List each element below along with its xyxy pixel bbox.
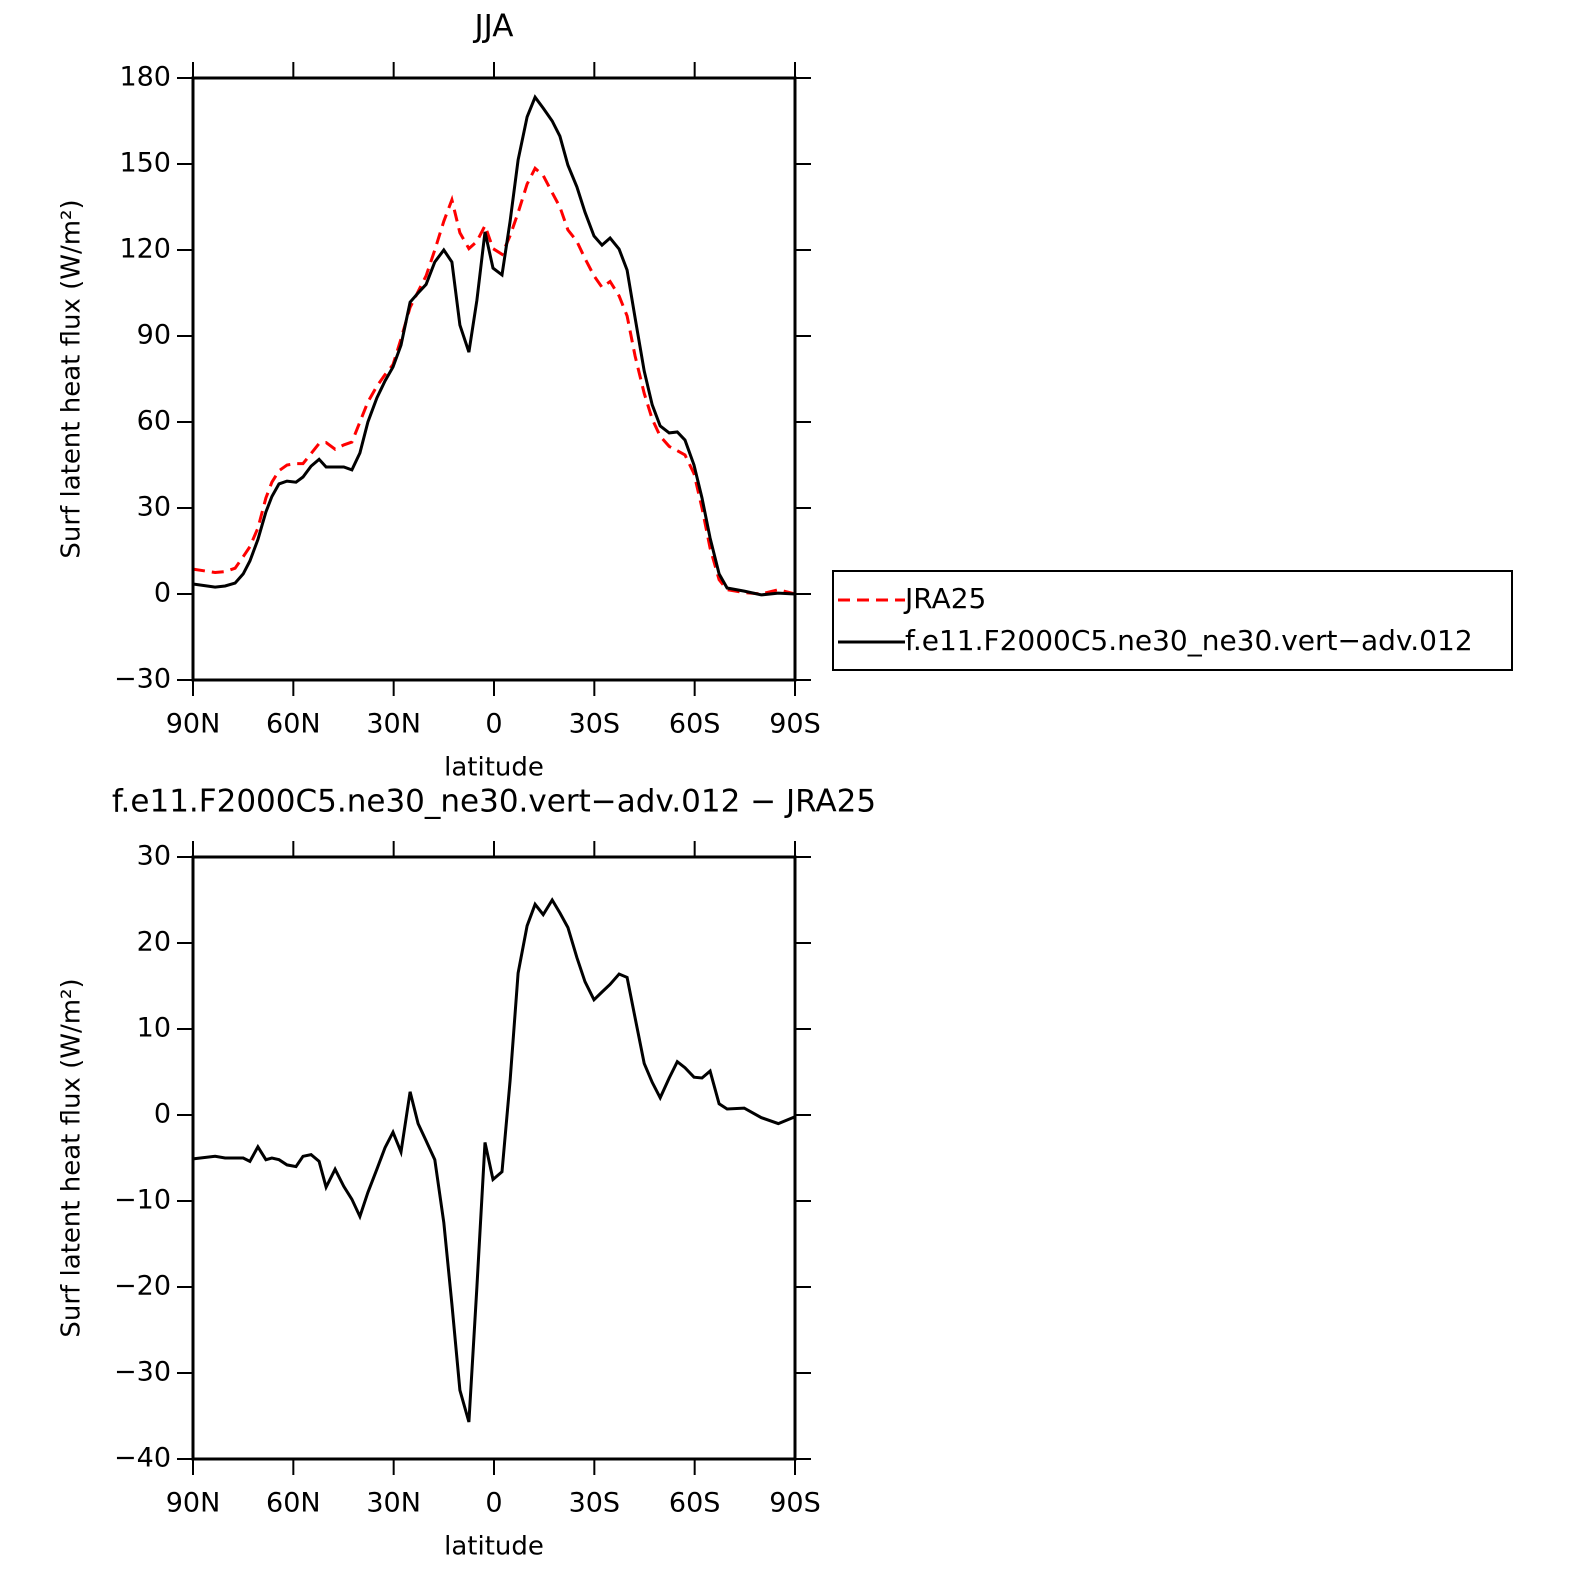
y-tick-label: 10 <box>137 1013 171 1044</box>
y-tick-label: 0 <box>154 578 171 609</box>
y-tick-label: 30 <box>137 841 171 872</box>
legend-label: JRA25 <box>903 582 986 615</box>
y-axis-label: Surf latent heat flux (W/m²) <box>57 978 87 1337</box>
x-tick-label: 30N <box>366 1488 421 1519</box>
x-tick-label: 0 <box>485 709 502 740</box>
x-tick-label: 60N <box>266 709 321 740</box>
x-tick-label: 30S <box>569 1488 621 1519</box>
y-tick-label: −20 <box>114 1271 171 1302</box>
x-tick-label: 90S <box>769 709 821 740</box>
y-tick-label: −30 <box>114 664 171 695</box>
x-tick-label: 0 <box>485 1488 502 1519</box>
y-axis-label: Surf latent heat flux (W/m²) <box>57 199 87 558</box>
x-tick-label: 30S <box>569 709 621 740</box>
x-tick-label: 30N <box>366 709 421 740</box>
x-axis-label: latitude <box>444 753 544 783</box>
x-axis-label: latitude <box>444 1532 544 1562</box>
y-tick-label: −10 <box>114 1185 171 1216</box>
y-tick-label: 60 <box>137 406 171 437</box>
x-tick-label: 90S <box>769 1488 821 1519</box>
y-tick-label: 180 <box>119 62 171 93</box>
y-tick-label: 0 <box>154 1099 171 1130</box>
y-tick-label: −30 <box>114 1357 171 1388</box>
x-tick-label: 90N <box>166 1488 221 1519</box>
y-tick-label: 120 <box>119 234 171 265</box>
y-tick-label: 20 <box>137 927 171 958</box>
y-tick-label: 150 <box>119 148 171 179</box>
plot-frame <box>191 76 797 682</box>
x-tick-label: 90N <box>166 709 221 740</box>
y-tick-label: 30 <box>137 492 171 523</box>
legend-label: f.e11.F2000C5.ne30_ne30.vert−adv.012 <box>905 624 1473 657</box>
x-tick-label: 60S <box>669 709 721 740</box>
data-line <box>192 897 796 1423</box>
legend-box <box>832 570 1513 671</box>
data-line <box>192 94 796 597</box>
x-tick-label: 60N <box>266 1488 321 1519</box>
data-line <box>192 165 796 596</box>
chart-title: f.e11.F2000C5.ne30_ne30.vert−adv.012 − J… <box>112 784 876 820</box>
x-tick-label: 60S <box>669 1488 721 1519</box>
y-tick-label: 90 <box>137 320 171 351</box>
y-tick-label: −40 <box>114 1443 171 1474</box>
chart-title: JJA <box>473 9 514 45</box>
plot-frame <box>191 855 797 1461</box>
